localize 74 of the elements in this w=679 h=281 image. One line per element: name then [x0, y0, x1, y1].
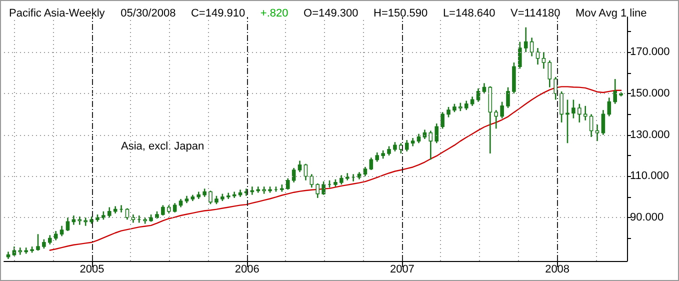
candlestick — [440, 111, 444, 130]
x-tick-label: 2008 — [545, 264, 570, 276]
candlestick — [393, 141, 397, 152]
candlestick — [369, 156, 374, 171]
candlestick — [286, 178, 290, 190]
x-tick-label: 2005 — [80, 264, 104, 276]
candlestick — [125, 208, 130, 220]
candlestick — [607, 96, 612, 117]
candlestick — [446, 106, 450, 118]
candlestick — [375, 152, 380, 162]
y-tick-label: 130.000 — [630, 128, 670, 141]
x-tick-label: 2006 — [234, 264, 260, 276]
candlestick — [518, 41, 522, 70]
candlestick — [434, 122, 439, 144]
candlestick — [208, 190, 212, 205]
candlestick — [387, 146, 391, 156]
candlestick — [428, 130, 433, 160]
y-tick-label: 150.000 — [630, 88, 670, 100]
candlestick — [107, 206, 112, 218]
candlestick — [578, 103, 582, 124]
candlestick — [42, 238, 46, 250]
candlestick — [72, 214, 76, 226]
candlestick — [524, 26, 528, 53]
annotation: L=148.640 — [442, 8, 496, 20]
annotation: C=149.910 — [190, 8, 246, 20]
candlestick — [500, 101, 504, 119]
candlestick — [566, 99, 570, 144]
candlestick — [48, 234, 52, 246]
y-tick-label: 110.000 — [630, 170, 669, 182]
candlestick — [161, 204, 165, 216]
candlestick — [601, 109, 606, 136]
candlestick — [345, 172, 350, 182]
candlestick — [560, 90, 564, 124]
candlestick — [304, 163, 308, 182]
candlestick — [482, 82, 486, 94]
candlestick — [583, 105, 588, 122]
chart-title: Pacific Asia-Weekly — [9, 8, 106, 20]
candlestick — [316, 182, 320, 199]
y-tick-label: 170.000 — [630, 46, 670, 58]
candlestick — [310, 174, 314, 188]
annotation: O=149.300 — [304, 8, 358, 20]
candlestick — [340, 174, 344, 186]
candlestick — [494, 109, 498, 130]
x-tick-label: 2007 — [390, 264, 414, 276]
candlestick — [322, 180, 326, 196]
candlestick — [572, 99, 576, 119]
candlestick — [18, 246, 22, 256]
candlestick — [292, 167, 296, 184]
candlestick — [54, 230, 58, 241]
y-tick-label: 90.000 — [630, 212, 664, 224]
candlestick — [36, 233, 40, 252]
annotation: Asia, excl. Japan — [121, 140, 204, 152]
annotation: V=114180 — [510, 8, 560, 20]
candlestick — [536, 47, 540, 66]
candlestick — [416, 133, 421, 144]
candlestick — [554, 76, 558, 100]
candlestick — [256, 186, 260, 194]
candlestick — [66, 216, 70, 232]
annotation: H=150.590 — [374, 8, 428, 20]
annotation: Mov Avg 1 line — [575, 8, 647, 20]
candlestick — [363, 166, 368, 177]
annotation: 05/30/2008 — [120, 8, 176, 20]
candlestick — [506, 86, 510, 109]
candlestick — [404, 139, 409, 152]
candlestick — [464, 100, 468, 111]
candlestick — [548, 60, 552, 88]
annotation: +.820 — [260, 8, 288, 20]
candlestick — [530, 37, 534, 57]
candlestick — [172, 202, 177, 214]
candlestick — [613, 78, 617, 104]
candlestick — [60, 225, 64, 237]
candlestick — [589, 114, 594, 138]
candlestick — [542, 52, 546, 70]
candlestick — [298, 160, 302, 173]
